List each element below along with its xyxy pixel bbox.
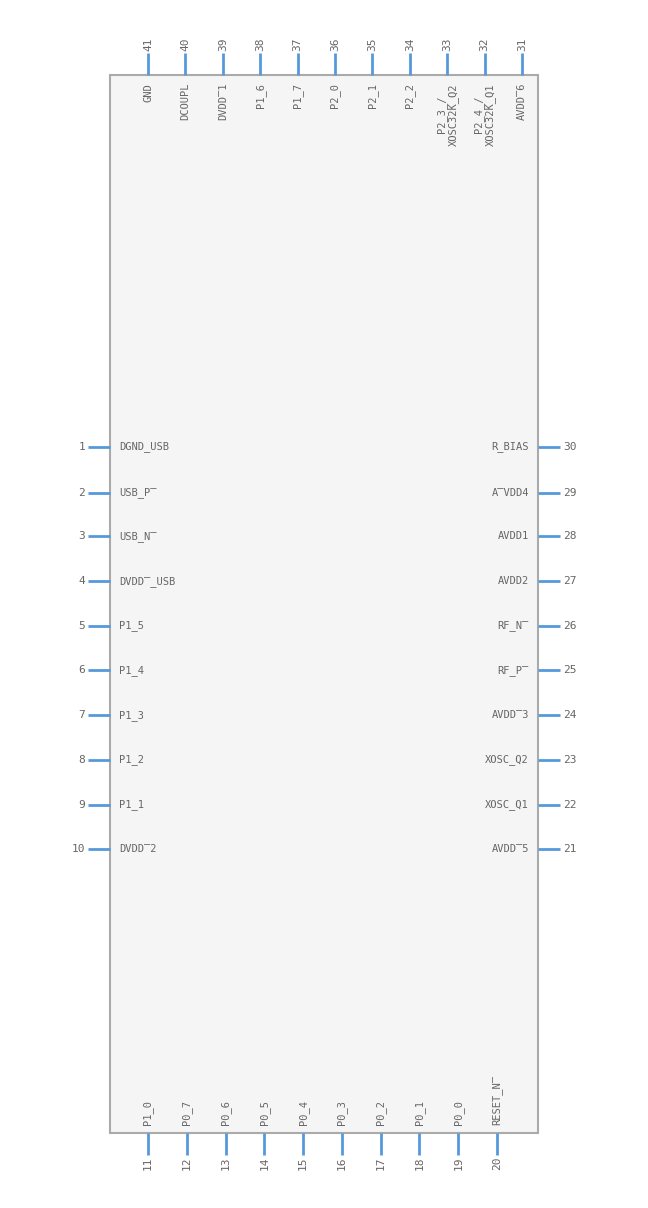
Text: P1_5: P1_5 — [119, 620, 144, 632]
Text: 28: 28 — [563, 532, 577, 541]
Text: 4: 4 — [78, 576, 85, 586]
Text: DGND_USB: DGND_USB — [119, 441, 169, 453]
Text: P1_0: P1_0 — [143, 1100, 154, 1125]
Text: 25: 25 — [563, 666, 577, 675]
Text: 5: 5 — [78, 621, 85, 631]
Text: P1_3: P1_3 — [119, 709, 144, 721]
Text: 36: 36 — [330, 37, 340, 51]
Text: P1_6: P1_6 — [255, 83, 266, 108]
Text: 41: 41 — [143, 37, 153, 51]
Text: RF_P̅: RF_P̅ — [498, 664, 529, 676]
Text: 34: 34 — [405, 37, 415, 51]
Text: AVDD1: AVDD1 — [498, 532, 529, 541]
Text: 10: 10 — [71, 844, 85, 854]
Text: XOSC_Q1: XOSC_Q1 — [485, 798, 529, 811]
Text: P0_6: P0_6 — [220, 1100, 231, 1125]
Text: A̅VDD4: A̅VDD4 — [491, 488, 529, 498]
Text: R_BIAS: R_BIAS — [491, 441, 529, 453]
Bar — [110, 75, 538, 1133]
Text: P0_5: P0_5 — [259, 1100, 270, 1125]
Text: 19: 19 — [453, 1157, 463, 1171]
Text: AVDD̅5: AVDD̅5 — [491, 844, 529, 854]
Text: 20: 20 — [492, 1157, 502, 1171]
Text: 35: 35 — [367, 37, 377, 51]
Text: P0_0: P0_0 — [453, 1100, 464, 1125]
Text: 30: 30 — [563, 442, 577, 452]
Text: 24: 24 — [563, 710, 577, 720]
Text: DCOUPL: DCOUPL — [180, 83, 191, 121]
Text: 18: 18 — [415, 1157, 424, 1171]
Text: 21: 21 — [563, 844, 577, 854]
Text: P1_4: P1_4 — [119, 664, 144, 676]
Text: 1: 1 — [78, 442, 85, 452]
Text: 33: 33 — [442, 37, 452, 51]
Text: GND: GND — [143, 83, 153, 101]
Text: P1_1: P1_1 — [119, 798, 144, 811]
Text: 6: 6 — [78, 666, 85, 675]
Text: 9: 9 — [78, 800, 85, 809]
Text: 8: 8 — [78, 755, 85, 765]
Text: 37: 37 — [293, 37, 303, 51]
Text: 39: 39 — [218, 37, 228, 51]
Text: 2: 2 — [78, 488, 85, 498]
Text: P0_4: P0_4 — [297, 1100, 308, 1125]
Text: RESET_N̅: RESET_N̅ — [492, 1075, 502, 1125]
Text: 12: 12 — [182, 1157, 192, 1171]
Text: AVDD̅6: AVDD̅6 — [517, 83, 527, 121]
Text: 32: 32 — [480, 37, 490, 51]
Text: 14: 14 — [259, 1157, 270, 1171]
Text: 11: 11 — [143, 1157, 153, 1171]
Text: AVDD̅3: AVDD̅3 — [491, 710, 529, 720]
Text: 27: 27 — [563, 576, 577, 586]
Text: USB_N̅: USB_N̅ — [119, 530, 157, 542]
Text: 3: 3 — [78, 532, 85, 541]
Text: RF_N̅: RF_N̅ — [498, 620, 529, 632]
Text: 13: 13 — [220, 1157, 231, 1171]
Text: P2_0: P2_0 — [330, 83, 340, 108]
Text: XOSC_Q2: XOSC_Q2 — [485, 754, 529, 766]
Text: P1_2: P1_2 — [119, 754, 144, 766]
Text: 15: 15 — [298, 1157, 308, 1171]
Text: 16: 16 — [337, 1157, 347, 1171]
Text: 40: 40 — [180, 37, 191, 51]
Text: DVDD̅1: DVDD̅1 — [218, 83, 228, 121]
Text: USB_P̅: USB_P̅ — [119, 487, 157, 499]
Text: 38: 38 — [255, 37, 265, 51]
Text: 31: 31 — [517, 37, 527, 51]
Text: DVDD̅_USB: DVDD̅_USB — [119, 575, 175, 587]
Text: P2_2: P2_2 — [404, 83, 415, 108]
Text: 26: 26 — [563, 621, 577, 631]
Text: 29: 29 — [563, 488, 577, 498]
Text: P0_7: P0_7 — [181, 1100, 192, 1125]
Text: P0_3: P0_3 — [336, 1100, 347, 1125]
Text: AVDD2: AVDD2 — [498, 576, 529, 586]
Text: P2_1: P2_1 — [367, 83, 378, 108]
Text: 22: 22 — [563, 800, 577, 809]
Text: P0_2: P0_2 — [375, 1100, 386, 1125]
Text: P2_4_/
XOSC32K_Q1: P2_4_/ XOSC32K_Q1 — [473, 83, 496, 145]
Text: P0_1: P0_1 — [414, 1100, 425, 1125]
Text: P2_3_/
XOSC32K_Q2: P2_3_/ XOSC32K_Q2 — [436, 83, 459, 145]
Text: 23: 23 — [563, 755, 577, 765]
Text: DVDD̅2: DVDD̅2 — [119, 844, 157, 854]
Text: 7: 7 — [78, 710, 85, 720]
Text: 17: 17 — [376, 1157, 386, 1171]
Text: P1_7: P1_7 — [292, 83, 303, 108]
